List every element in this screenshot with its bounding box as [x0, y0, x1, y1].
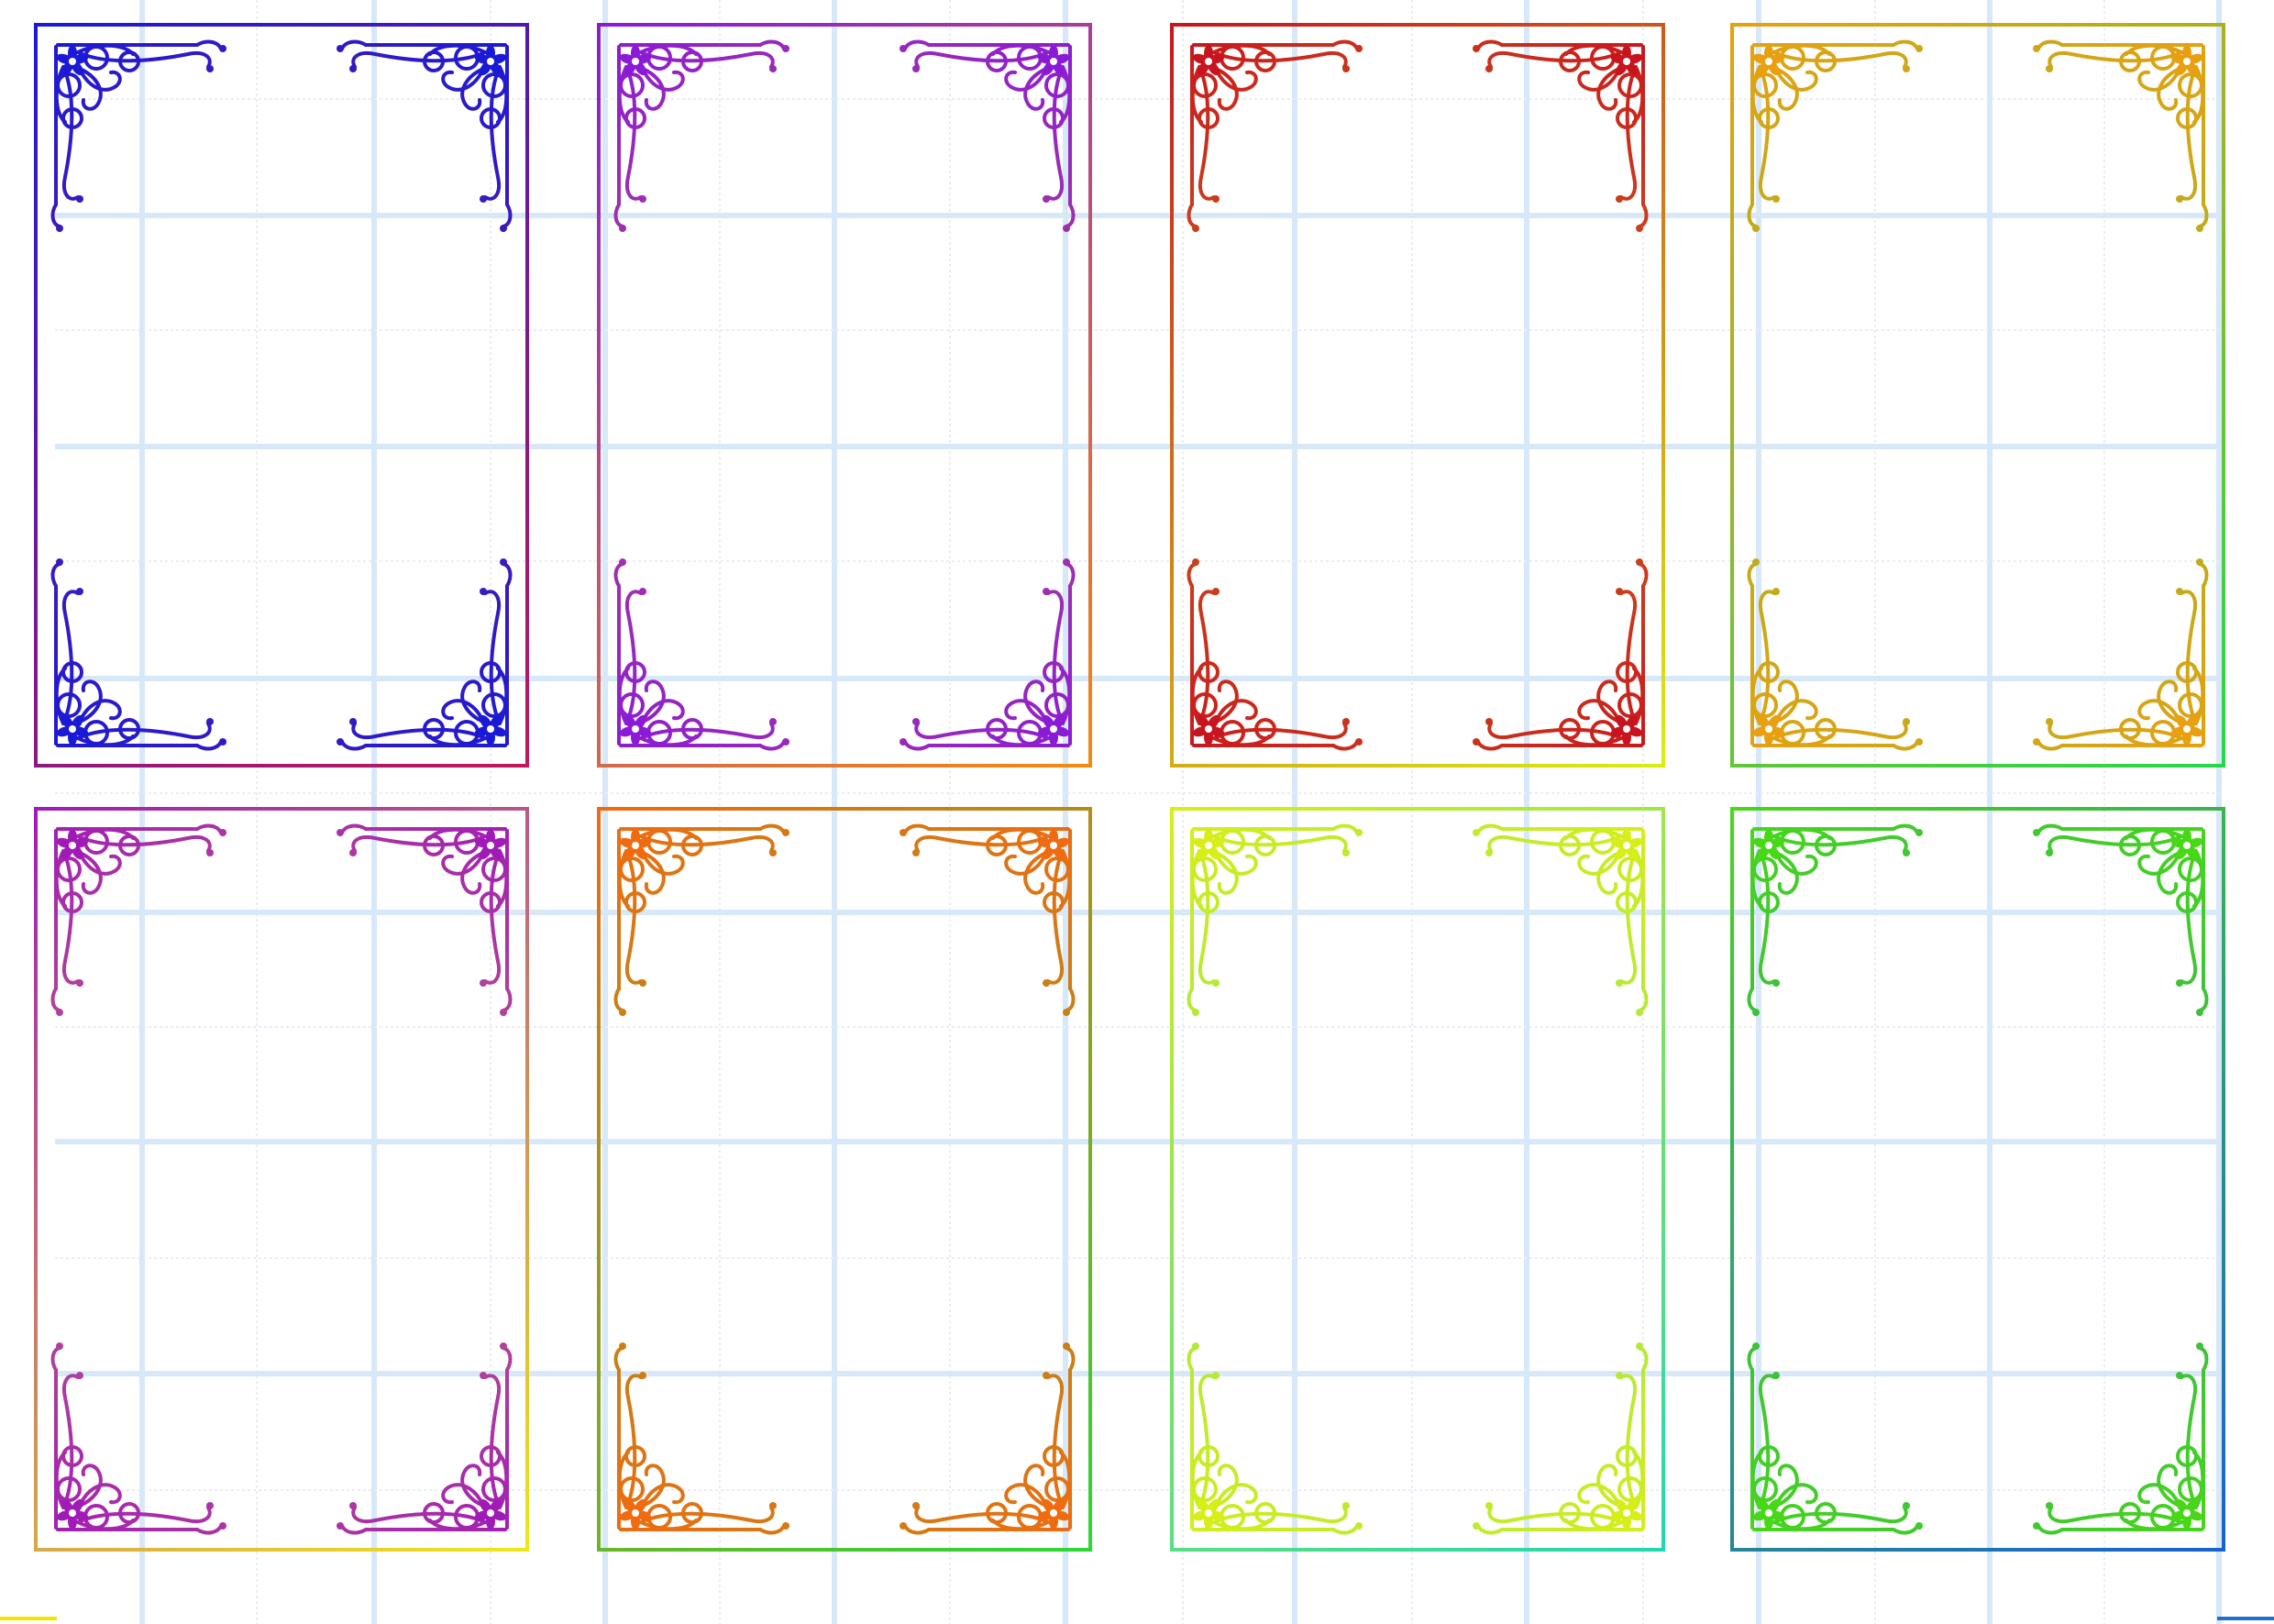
flourish-corner-icon — [1473, 1342, 1649, 1535]
frame-border — [1170, 807, 1665, 1552]
rosette-icon — [1037, 829, 1070, 860]
frame-border — [34, 23, 529, 768]
rosette-icon — [56, 1498, 89, 1530]
frame-outline — [1730, 23, 2225, 768]
flourish-corner-icon — [900, 1342, 1076, 1535]
flourish-corner-icon — [900, 39, 1076, 232]
flourish-corner-icon — [613, 39, 789, 232]
flourish-corner-icon — [50, 39, 226, 232]
frame-border — [597, 23, 1092, 768]
rosette-icon — [1610, 1498, 1643, 1530]
frame-border — [1730, 23, 2225, 768]
flourish-corner-icon — [1473, 39, 1649, 232]
frame-border — [1730, 807, 2225, 1552]
flourish-corner-icon — [337, 558, 513, 751]
flourish-corner-icon — [2033, 558, 2209, 751]
frame-outline — [1170, 23, 1665, 768]
flourish-corner-icon — [337, 1342, 513, 1535]
rosette-icon — [619, 1498, 652, 1530]
flourish-corner-icon — [900, 558, 1076, 751]
rosette-icon — [56, 714, 89, 746]
rosette-icon — [2170, 714, 2203, 746]
flourish-corner-icon — [1747, 558, 1923, 751]
flourish-corner-icon — [50, 1342, 226, 1535]
rosette-icon — [1752, 829, 1785, 860]
rosette-icon — [1192, 714, 1225, 746]
rosette-icon — [619, 714, 652, 746]
flourish-corner-icon — [1187, 1342, 1363, 1535]
ornate-frame-card — [1170, 23, 1665, 768]
rosette-icon — [619, 829, 652, 860]
rosette-icon — [619, 45, 652, 76]
ornate-frame-card — [597, 23, 1092, 768]
flourish-corner-icon — [1187, 558, 1363, 751]
ornate-frame-card — [1730, 23, 2225, 768]
flourish-corner-icon — [1187, 823, 1363, 1016]
frame-outline — [597, 807, 1092, 1552]
rosette-icon — [1192, 829, 1225, 860]
frame-outline — [597, 23, 1092, 768]
flourish-corner-icon — [1473, 558, 1649, 751]
flourish-corner-icon — [2033, 39, 2209, 232]
rosette-icon — [1037, 1498, 1070, 1530]
rosette-icon — [1752, 45, 1785, 76]
rosette-icon — [1037, 45, 1070, 76]
ornate-frame-card — [1730, 807, 2225, 1552]
rosette-icon — [2170, 829, 2203, 860]
flourish-corner-icon — [2033, 823, 2209, 1016]
ornate-frame-card — [34, 23, 529, 768]
rosette-icon — [1192, 1498, 1225, 1530]
ornate-frame-card — [34, 807, 529, 1552]
flourish-corner-icon — [1187, 39, 1363, 232]
flourish-corner-icon — [613, 558, 789, 751]
flourish-corner-icon — [50, 823, 226, 1016]
flourish-corner-icon — [613, 823, 789, 1016]
rosette-icon — [1192, 45, 1225, 76]
rosette-icon — [1610, 45, 1643, 76]
flourish-corner-icon — [1747, 1342, 1923, 1535]
rosette-icon — [1752, 1498, 1785, 1530]
flourish-corner-icon — [1747, 39, 1923, 232]
rosette-icon — [2170, 1498, 2203, 1530]
frame-outline — [34, 807, 529, 1552]
edge-mark-right — [2217, 1617, 2274, 1620]
rosette-icon — [2170, 45, 2203, 76]
rosette-icon — [474, 45, 507, 76]
rosette-icon — [474, 829, 507, 860]
rosette-icon — [1037, 714, 1070, 746]
flourish-corner-icon — [1747, 823, 1923, 1016]
frame-border — [597, 807, 1092, 1552]
flourish-corner-icon — [2033, 1342, 2209, 1535]
frame-outline — [1730, 807, 2225, 1552]
rosette-icon — [56, 829, 89, 860]
frame-border — [34, 807, 529, 1552]
flourish-corner-icon — [50, 558, 226, 751]
frame-outline — [34, 23, 529, 768]
ornate-frame-card — [597, 807, 1092, 1552]
flourish-corner-icon — [1473, 823, 1649, 1016]
frame-border — [1170, 23, 1665, 768]
flourish-corner-icon — [337, 39, 513, 232]
ornate-frame-card — [1170, 807, 1665, 1552]
rosette-icon — [1610, 714, 1643, 746]
edge-mark-left — [0, 1617, 57, 1620]
flourish-corner-icon — [337, 823, 513, 1016]
rosette-icon — [56, 45, 89, 76]
flourish-corner-icon — [900, 823, 1076, 1016]
frame-outline — [1170, 807, 1665, 1552]
flourish-corner-icon — [613, 1342, 789, 1535]
rosette-icon — [474, 1498, 507, 1530]
rosette-icon — [1752, 714, 1785, 746]
rosette-icon — [1610, 829, 1643, 860]
rosette-icon — [474, 714, 507, 746]
